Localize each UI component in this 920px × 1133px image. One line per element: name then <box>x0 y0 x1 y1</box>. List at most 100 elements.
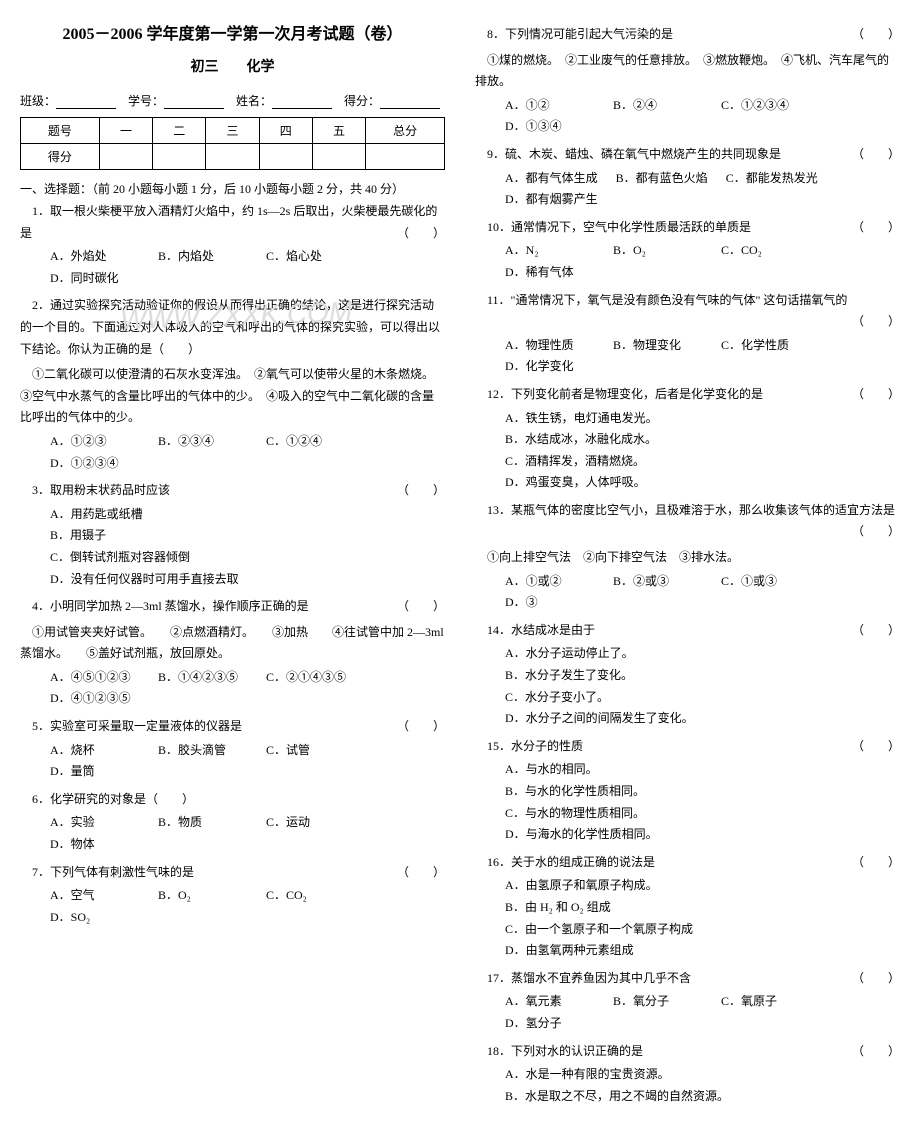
q14-opt-d[interactable]: D．水分子之间的间隔发生了变化。 <box>505 708 694 730</box>
q16-options: A．由氢原子和氧原子构成。 B．由 H₂ 和 O₂ 组成 C．由一个氢原子和一个… <box>475 875 900 961</box>
q9-opt-d[interactable]: D．都有烟雾产生 <box>505 189 598 211</box>
score-header-6: 总分 <box>366 118 445 144</box>
student-info-line: 班级： 学号： 姓名： 得分： <box>20 92 445 109</box>
name-blank[interactable] <box>272 94 332 109</box>
q13-opt-a[interactable]: A．①或② <box>505 571 595 593</box>
q5-opt-c[interactable]: C．试管 <box>266 740 356 762</box>
question-6: 6．化学研究的对象是（ ） <box>20 789 445 811</box>
q10-options: A．N₂ B．O₂ C．CO₂ D．稀有气体 <box>475 240 900 283</box>
q7-opt-c[interactable]: C．CO₂ <box>266 885 356 907</box>
q5-opt-d[interactable]: D．量筒 <box>50 761 140 783</box>
score-cell-2[interactable] <box>153 144 206 170</box>
q4-opt-c[interactable]: C．②①④③⑤ <box>266 667 356 689</box>
q15-opt-a[interactable]: A．与水的相同。 <box>505 759 685 781</box>
q2-opt-a[interactable]: A．①②③ <box>50 431 140 453</box>
q1-opt-c[interactable]: C．焰心处 <box>266 246 356 268</box>
q1-opt-a[interactable]: A．外焰处 <box>50 246 140 268</box>
q10-opt-c[interactable]: C．CO₂ <box>721 240 811 262</box>
q11-opt-c[interactable]: C．化学性质 <box>721 335 811 357</box>
q4-opt-b[interactable]: B．①④②③⑤ <box>158 667 248 689</box>
q4-opt-a[interactable]: A．④⑤①②③ <box>50 667 140 689</box>
score-cell-5[interactable] <box>312 144 365 170</box>
q18-paren: （ ） <box>840 1041 900 1063</box>
q15-opt-b[interactable]: B．与水的化学性质相同。 <box>505 781 685 803</box>
q13-stem: 13．某瓶气体的密度比空气小，且极难溶于水，那么收集该气体的适宜方法是 <box>487 503 895 517</box>
q2-opt-d[interactable]: D．①②③④ <box>50 453 140 475</box>
q3-opt-a[interactable]: A．用药匙或纸槽 <box>50 504 230 526</box>
q14-opt-a[interactable]: A．水分子运动停止了。 <box>505 643 685 665</box>
q17-opt-b[interactable]: B．氧分子 <box>613 991 703 1013</box>
q12-options: A．铁生锈，电灯通电发光。 B．水结成冰，冰融化成水。 C．酒精挥发，酒精燃烧。… <box>475 408 900 494</box>
q6-opt-a[interactable]: A．实验 <box>50 812 140 834</box>
q7-opt-b[interactable]: B．O₂ <box>158 885 248 907</box>
q15-opt-d[interactable]: D．与海水的化学性质相同。 <box>505 824 685 846</box>
score-cell-1[interactable] <box>99 144 152 170</box>
q14-opt-c[interactable]: C．水分子变小了。 <box>505 687 685 709</box>
score-label: 得分： <box>344 92 380 109</box>
q12-opt-c[interactable]: C．酒精挥发，酒精燃烧。 <box>505 451 685 473</box>
q4-opt-d[interactable]: D．④①②③⑤ <box>50 688 140 710</box>
q17-opt-d[interactable]: D．氢分子 <box>505 1013 595 1035</box>
q5-opt-a[interactable]: A．烧杯 <box>50 740 140 762</box>
q12-opt-b[interactable]: B．水结成冰，冰融化成水。 <box>505 429 685 451</box>
q8-opt-d[interactable]: D．①③④ <box>505 116 595 138</box>
q17-opt-c[interactable]: C．氧原子 <box>721 991 811 1013</box>
q16-opt-b[interactable]: B．由 H₂ 和 O₂ 组成 <box>505 897 685 919</box>
q3-opt-d[interactable]: D．没有任何仪器时可用手直接去取 <box>50 569 239 591</box>
q10-opt-d[interactable]: D．稀有气体 <box>505 262 595 284</box>
class-blank[interactable] <box>56 94 116 109</box>
score-blank[interactable] <box>380 94 440 109</box>
q10-opt-a[interactable]: A．N₂ <box>505 240 595 262</box>
q9-opt-a[interactable]: A．都有气体生成 <box>505 168 598 190</box>
q11-opt-b[interactable]: B．物理变化 <box>613 335 703 357</box>
question-11: 11．"通常情况下，氧气是没有颜色没有气味的气体" 这句话描氧气的 （ ） <box>475 290 900 333</box>
id-blank[interactable] <box>164 94 224 109</box>
q7-opt-a[interactable]: A．空气 <box>50 885 140 907</box>
q1-opt-d[interactable]: D．同时碳化 <box>50 268 140 290</box>
q17-opt-a[interactable]: A．氧元素 <box>505 991 595 1013</box>
q12-opt-a[interactable]: A．铁生锈，电灯通电发光。 <box>505 408 685 430</box>
q12-opt-d[interactable]: D．鸡蛋变臭，人体呼吸。 <box>505 472 685 494</box>
q5-opt-b[interactable]: B．胶头滴管 <box>158 740 248 762</box>
q16-opt-a[interactable]: A．由氢原子和氧原子构成。 <box>505 875 685 897</box>
q6-opt-c[interactable]: C．运动 <box>266 812 356 834</box>
q8-opt-b[interactable]: B．②④ <box>613 95 703 117</box>
q14-opt-b[interactable]: B．水分子发生了变化。 <box>505 665 685 687</box>
q13-paren: （ ） <box>840 521 900 543</box>
question-5: 5．实验室可采量取一定量液体的仪器是 （ ） <box>20 716 445 738</box>
q7-opt-d[interactable]: D．SO₂ <box>50 907 140 929</box>
q2-opt-c[interactable]: C．①②④ <box>266 431 356 453</box>
q6-opt-d[interactable]: D．物体 <box>50 834 140 856</box>
q9-opt-b[interactable]: B．都有蓝色火焰 <box>616 168 708 190</box>
q8-opt-a[interactable]: A．①② <box>505 95 595 117</box>
q8-opt-c[interactable]: C．①②③④ <box>721 95 811 117</box>
q13-opt-d[interactable]: D．③ <box>505 592 595 614</box>
question-9: 9．硫、木炭、蜡烛、磷在氧气中燃烧产生的共同现象是 （ ） <box>475 144 900 166</box>
q3-opt-c[interactable]: C．倒转试剂瓶对容器倾倒 <box>50 547 230 569</box>
score-cell-total[interactable] <box>366 144 445 170</box>
q16-opt-c[interactable]: C．由一个氢原子和一个氧原子构成 <box>505 919 693 941</box>
score-table-value-row: 得分 <box>21 144 445 170</box>
q9-opt-c[interactable]: C．都能发热发光 <box>726 168 818 190</box>
question-10: 10．通常情况下，空气中化学性质最活跃的单质是 （ ） <box>475 217 900 239</box>
q10-opt-b[interactable]: B．O₂ <box>613 240 703 262</box>
q18-opt-a[interactable]: A．水是一种有限的宝贵资源。 <box>505 1064 685 1086</box>
q8-options: A．①② B．②④ C．①②③④ D．①③④ <box>475 95 900 138</box>
q11-opt-d[interactable]: D．化学变化 <box>505 356 595 378</box>
q16-opt-d[interactable]: D．由氢氧两种元素组成 <box>505 940 685 962</box>
q1-opt-b[interactable]: B．内焰处 <box>158 246 248 268</box>
q15-opt-c[interactable]: C．与水的物理性质相同。 <box>505 803 685 825</box>
q4-options: A．④⑤①②③ B．①④②③⑤ C．②①④③⑤ D．④①②③⑤ <box>20 667 445 710</box>
q7-stem: 7．下列气体有刺激性气味的是 <box>32 865 194 879</box>
question-3: 3．取用粉末状药品时应该 （ ） <box>20 480 445 502</box>
q6-opt-b[interactable]: B．物质 <box>158 812 248 834</box>
q3-opt-b[interactable]: B．用镊子 <box>50 525 230 547</box>
q8-stem: 8．下列情况可能引起大气污染的是 <box>487 27 673 41</box>
q11-opt-a[interactable]: A．物理性质 <box>505 335 595 357</box>
score-cell-4[interactable] <box>259 144 312 170</box>
score-cell-3[interactable] <box>206 144 259 170</box>
q13-opt-c[interactable]: C．①或③ <box>721 571 811 593</box>
q2-opt-b[interactable]: B．②③④ <box>158 431 248 453</box>
q18-opt-b[interactable]: B．水是取之不尽，用之不竭的自然资源。 <box>505 1086 729 1108</box>
q13-opt-b[interactable]: B．②或③ <box>613 571 703 593</box>
